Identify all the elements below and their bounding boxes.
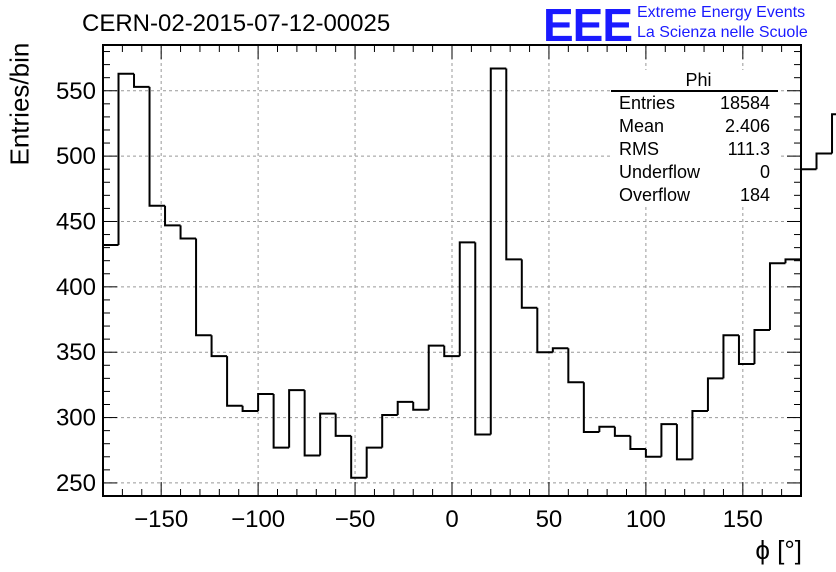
histogram-bin bbox=[644, 448, 662, 458]
y-tick-label: 500 bbox=[56, 143, 96, 170]
histogram-bin bbox=[210, 335, 228, 358]
histogram-bin bbox=[365, 446, 383, 478]
histogram-bin bbox=[148, 86, 166, 207]
histogram-bin bbox=[350, 435, 367, 479]
axis-ticks bbox=[102, 45, 802, 496]
histogram-bin bbox=[737, 335, 755, 365]
histogram-bin bbox=[551, 347, 569, 353]
stats-value: 2.406 bbox=[724, 116, 770, 136]
chart-title: CERN-02-2015-07-12-00025 bbox=[82, 10, 391, 37]
histogram-bin bbox=[815, 152, 833, 170]
stats-label: Mean bbox=[619, 116, 665, 136]
histogram-bin bbox=[427, 344, 445, 410]
x-tick-label: 150 bbox=[723, 506, 763, 533]
stats-title: Phi bbox=[611, 70, 778, 92]
stats-label: Overflow bbox=[619, 185, 691, 205]
stats-row-rms: RMS 111.3 bbox=[611, 138, 778, 161]
histogram-bin bbox=[753, 328, 770, 364]
histogram-bin bbox=[257, 393, 274, 412]
y-tick-label: 400 bbox=[56, 274, 96, 301]
y-tick-label: 250 bbox=[56, 470, 96, 497]
stats-value: 18584 bbox=[719, 93, 770, 113]
histogram-bin bbox=[133, 73, 150, 88]
histogram-series bbox=[103, 67, 836, 479]
histogram-bin bbox=[784, 258, 801, 264]
histogram-bin bbox=[334, 413, 352, 437]
histogram-bin bbox=[598, 425, 615, 432]
stats-row-overflow: Overflow 184 bbox=[611, 184, 778, 207]
tick-labels: −150 −100 −50 0 50 100 150 250 300 350 400 450 500 55… bbox=[56, 78, 763, 533]
histogram-bin bbox=[567, 348, 584, 384]
stats-row-entries: Entries 18584 bbox=[611, 92, 778, 115]
logo-line-2: La Scienza nelle Scuole bbox=[637, 24, 808, 41]
stats-row-mean: Mean 2.406 bbox=[611, 115, 778, 138]
y-axis-label: Entries/bin bbox=[4, 42, 35, 166]
histogram-bin bbox=[520, 259, 538, 309]
x-tick-label: −100 bbox=[231, 506, 285, 533]
x-tick-label: 50 bbox=[536, 506, 563, 533]
histogram-bin bbox=[582, 382, 600, 433]
histogram-bin bbox=[800, 168, 817, 260]
histogram-bin bbox=[226, 356, 243, 407]
stats-value: 184 bbox=[739, 185, 770, 205]
histogram-bin bbox=[319, 412, 336, 456]
histogram-bin bbox=[629, 435, 646, 450]
histogram-bin bbox=[505, 68, 522, 261]
histogram-bin bbox=[381, 413, 398, 448]
histogram-bin bbox=[303, 390, 321, 457]
histogram-bin bbox=[706, 377, 724, 412]
stats-label: Underflow bbox=[619, 162, 701, 182]
y-tick-label: 450 bbox=[56, 208, 96, 235]
histogram-bin bbox=[164, 205, 181, 227]
histogram-bin bbox=[117, 72, 135, 246]
eee-logo: EEE bbox=[543, 0, 633, 51]
histogram-bin bbox=[831, 113, 836, 154]
histogram-bin bbox=[179, 225, 197, 240]
histogram-bin bbox=[613, 426, 631, 437]
y-tick-label: 550 bbox=[56, 78, 96, 105]
logo-line-1: Extreme Energy Events bbox=[637, 4, 806, 21]
x-tick-label: 0 bbox=[445, 506, 458, 533]
grid-lines bbox=[103, 45, 801, 496]
x-tick-label: 100 bbox=[626, 506, 666, 533]
x-tick-label: −150 bbox=[134, 506, 188, 533]
histogram-bin bbox=[536, 307, 553, 354]
histogram-bin bbox=[412, 401, 429, 411]
y-tick-label: 300 bbox=[56, 405, 96, 432]
stats-box: Phi Entries 18584 Mean 2.406 RMS 111.3 U… bbox=[611, 70, 778, 207]
histogram-bin bbox=[458, 241, 476, 357]
histogram-bin bbox=[768, 262, 786, 330]
histogram-bin bbox=[675, 424, 693, 461]
histogram-bin bbox=[443, 345, 460, 358]
histogram-bin bbox=[474, 242, 491, 436]
stats-value: 0 bbox=[759, 162, 770, 182]
x-tick-label: −50 bbox=[335, 506, 376, 533]
stats-row-underflow: Underflow 0 bbox=[611, 161, 778, 184]
y-tick-label: 350 bbox=[56, 339, 96, 366]
stats-label: RMS bbox=[619, 139, 659, 159]
histogram-bin bbox=[396, 400, 414, 415]
histogram-bin bbox=[489, 67, 507, 435]
stats-label: Entries bbox=[619, 93, 676, 113]
histogram-bin bbox=[660, 423, 677, 457]
histogram-bin bbox=[691, 410, 708, 460]
histogram-bin bbox=[241, 405, 259, 413]
x-axis-label: ϕ [°] bbox=[755, 535, 802, 565]
histogram-bin bbox=[195, 238, 212, 337]
histogram-bin bbox=[722, 334, 739, 379]
histogram-bin bbox=[288, 389, 305, 448]
histogram-bin bbox=[272, 394, 290, 449]
stats-value: 111.3 bbox=[727, 139, 770, 159]
